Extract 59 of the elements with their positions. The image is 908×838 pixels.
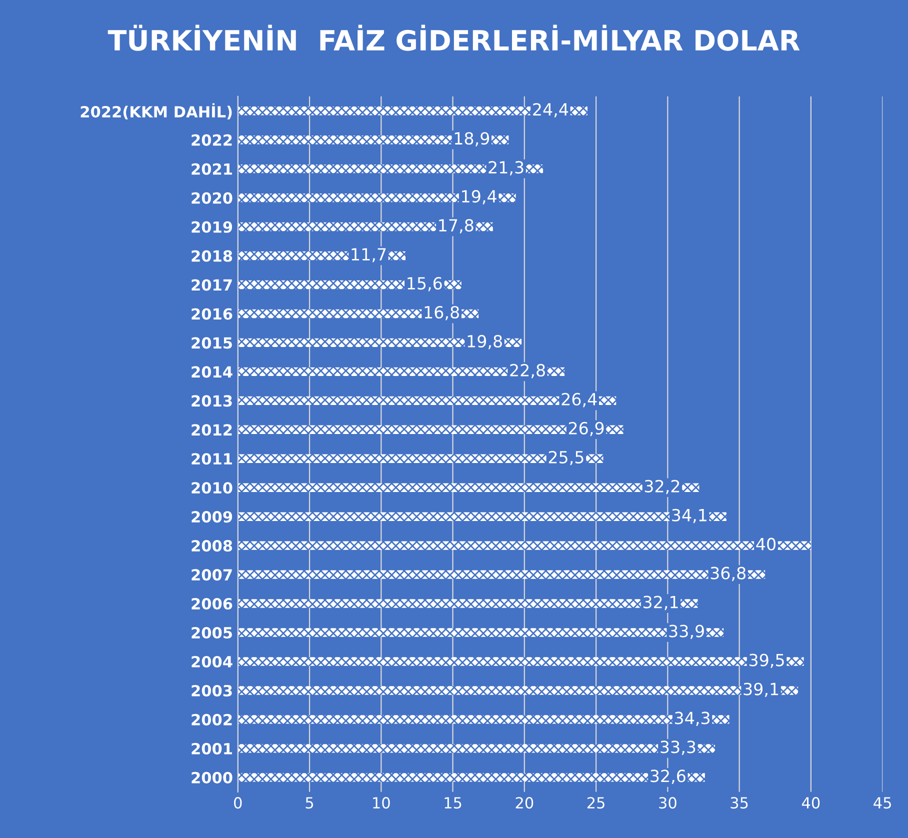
data-label: 32,1 <box>643 596 678 610</box>
y-tick-label: 2004 <box>192 656 232 668</box>
chart-title: TÜRKİYENİN FAİZ GİDERLERİ-MİLYAR DOLAR <box>108 24 800 51</box>
data-label: 25,5 <box>548 450 584 466</box>
x-tick-label: 30 <box>659 797 676 809</box>
x-tick-label: 15 <box>444 797 462 809</box>
x-tick-label: 10 <box>373 797 390 809</box>
data-label: 39,1 <box>744 682 778 698</box>
y-tick-label: 2017 <box>192 279 232 291</box>
data-label: 32,2 <box>644 480 680 494</box>
data-label: 11,7 <box>352 248 386 262</box>
data-label: 26,9 <box>568 422 604 436</box>
y-tick-label: 2018 <box>192 250 232 262</box>
y-tick-label: 2009 <box>192 511 232 523</box>
y-tick-label: 2007 <box>192 569 232 581</box>
y-tick-label: 2005 <box>192 626 232 639</box>
y-tick-label: 2019 <box>192 221 232 233</box>
y-tick-label: 2021 <box>192 163 232 175</box>
x-tick-label: 25 <box>587 797 604 809</box>
data-label: 21,3 <box>488 161 524 176</box>
data-label: 34,1 <box>672 508 706 524</box>
y-tick-label: 2000 <box>192 772 232 784</box>
data-label: 26,4 <box>562 392 597 408</box>
y-tick-label: 2006 <box>192 598 232 610</box>
y-tick-label: 2008 <box>192 540 232 552</box>
x-tick-label: 0 <box>234 797 242 809</box>
y-tick-label: 2020 <box>192 192 232 204</box>
y-tick-label: 2001 <box>192 742 232 754</box>
data-label: 19,8 <box>468 334 502 350</box>
data-label: 39,5 <box>749 654 784 668</box>
data-label: 33,9 <box>669 624 704 640</box>
x-tick-label: 5 <box>306 797 314 809</box>
y-tick-label: 2016 <box>192 308 232 320</box>
data-label: 18,9 <box>454 132 490 146</box>
data-label: 17,8 <box>439 219 474 234</box>
data-label: 40 <box>756 538 776 550</box>
data-label: 22,8 <box>510 364 545 378</box>
y-tick-label: 2013 <box>192 395 232 407</box>
y-tick-label: 2010 <box>192 482 232 494</box>
data-label: 15,6 <box>408 276 442 292</box>
data-label: 36,8 <box>710 566 746 582</box>
y-tick-label: 2022 <box>192 134 232 146</box>
x-tick-label: 40 <box>802 797 820 809</box>
y-tick-label: 2014 <box>192 366 232 378</box>
data-label: 24,4 <box>533 103 568 118</box>
x-tick-label: 45 <box>874 797 891 809</box>
y-tick-label: 2012 <box>192 424 232 436</box>
data-label: 19,4 <box>462 190 496 204</box>
y-tick-label: 2022(KKM DAHİL) <box>80 103 232 120</box>
y-tick-label: 2015 <box>192 337 232 349</box>
x-tick-label: 35 <box>730 797 748 809</box>
y-tick-label: 2011 <box>192 453 232 465</box>
y-tick-label: 2003 <box>192 684 232 696</box>
data-label: 34,3 <box>675 712 710 726</box>
x-tick-label: 20 <box>516 797 534 809</box>
data-label: 32,6 <box>650 770 686 784</box>
y-tick-label: 2002 <box>192 714 232 726</box>
data-label: 33,3 <box>660 740 696 755</box>
data-label: 16,8 <box>424 306 459 320</box>
